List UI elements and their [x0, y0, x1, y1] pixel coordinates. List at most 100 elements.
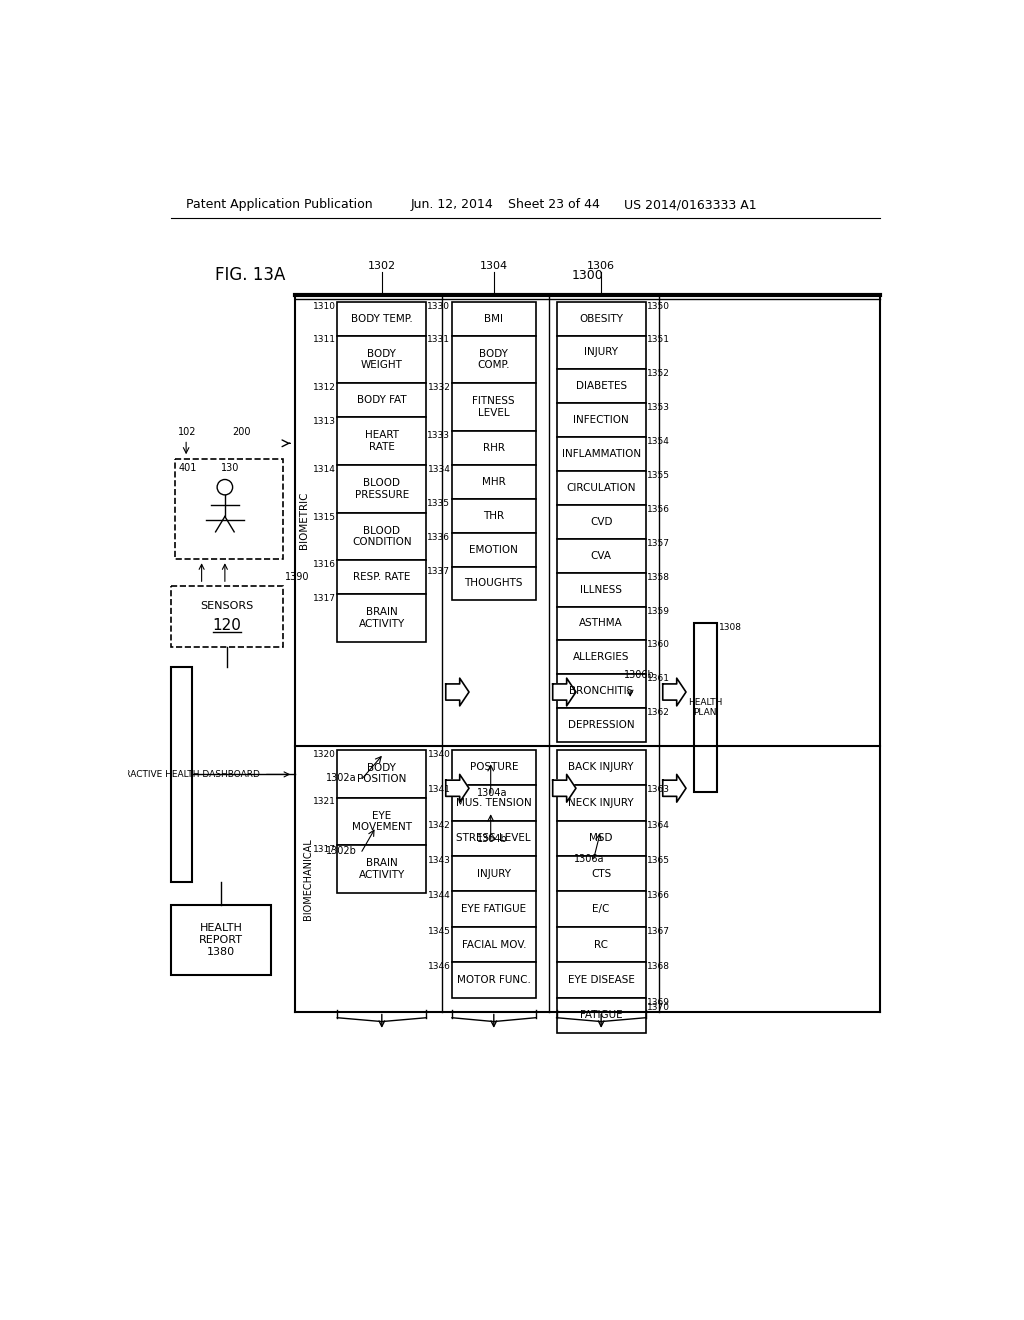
Text: INFECTION: INFECTION	[573, 416, 629, 425]
Text: 1311: 1311	[312, 335, 336, 345]
Text: 401: 401	[178, 462, 197, 473]
Text: 1363: 1363	[647, 785, 671, 795]
Text: 1306: 1306	[587, 261, 615, 271]
Text: 1334: 1334	[428, 465, 451, 474]
Bar	[452, 927, 536, 962]
Polygon shape	[553, 775, 575, 803]
Text: BLOOD
PRESSURE: BLOOD PRESSURE	[354, 478, 409, 499]
Bar	[337, 302, 426, 335]
Text: THOUGHTS: THOUGHTS	[465, 578, 523, 589]
Bar	[337, 560, 426, 594]
Text: 1345: 1345	[428, 927, 451, 936]
Text: 1306b: 1306b	[624, 671, 654, 681]
Text: INJURY: INJURY	[477, 869, 511, 879]
Text: NECK INJURY: NECK INJURY	[568, 797, 634, 808]
Text: 1346: 1346	[428, 962, 451, 972]
Text: EYE
MOVEMENT: EYE MOVEMENT	[352, 810, 412, 832]
Polygon shape	[445, 775, 469, 803]
Text: E/C: E/C	[593, 904, 610, 915]
Text: THR: THR	[483, 511, 505, 520]
Bar	[557, 891, 646, 927]
Bar	[452, 566, 536, 601]
Bar	[557, 539, 646, 573]
Bar	[337, 465, 426, 512]
Polygon shape	[663, 775, 686, 803]
Text: EYE FATIGUE: EYE FATIGUE	[461, 904, 526, 915]
Bar	[557, 506, 646, 539]
Bar	[557, 927, 646, 962]
Text: 1314: 1314	[312, 465, 336, 474]
Bar	[557, 962, 646, 998]
Text: 120: 120	[212, 618, 242, 634]
Bar	[452, 785, 536, 821]
Text: 1355: 1355	[647, 471, 671, 480]
Text: BODY
COMP.: BODY COMP.	[477, 348, 510, 370]
Bar	[557, 573, 646, 607]
Text: 1353: 1353	[647, 404, 671, 412]
Bar	[557, 335, 646, 370]
Text: ASTHMA: ASTHMA	[580, 619, 623, 628]
Text: 1340: 1340	[428, 750, 451, 759]
Polygon shape	[663, 678, 686, 706]
Text: RC: RC	[594, 940, 608, 949]
Bar	[557, 675, 646, 708]
Bar	[452, 302, 536, 335]
Bar	[557, 785, 646, 821]
Text: STRESS LEVEL: STRESS LEVEL	[457, 833, 531, 843]
Text: 1335: 1335	[427, 499, 451, 508]
Text: 1308: 1308	[719, 623, 741, 632]
Bar	[557, 855, 646, 891]
Text: 1332: 1332	[428, 383, 451, 392]
Text: US 2014/0163333 A1: US 2014/0163333 A1	[624, 198, 757, 211]
Text: 130: 130	[221, 462, 240, 473]
Bar	[337, 383, 426, 417]
Text: 1351: 1351	[647, 335, 671, 345]
Text: DEPRESSION: DEPRESSION	[568, 721, 635, 730]
Text: BRAIN
ACTIVITY: BRAIN ACTIVITY	[358, 858, 404, 880]
Text: OBESITY: OBESITY	[580, 314, 624, 323]
Text: 1358: 1358	[647, 573, 671, 582]
Bar	[557, 998, 646, 1034]
Bar	[452, 430, 536, 465]
Text: 1317: 1317	[312, 845, 336, 854]
Bar	[337, 417, 426, 465]
Bar	[337, 845, 426, 892]
Text: 1359: 1359	[647, 607, 671, 615]
Text: 1354: 1354	[647, 437, 670, 446]
Bar	[693, 623, 717, 792]
Text: 1368: 1368	[647, 962, 671, 972]
Text: 1304a: 1304a	[477, 788, 507, 799]
Text: 1343: 1343	[428, 855, 451, 865]
Polygon shape	[445, 678, 469, 706]
Text: BLOOD
CONDITION: BLOOD CONDITION	[352, 525, 412, 548]
Text: 1390: 1390	[286, 572, 310, 582]
Text: FITNESS
LEVEL: FITNESS LEVEL	[472, 396, 515, 418]
Text: 1321: 1321	[312, 797, 336, 807]
Text: 1357: 1357	[647, 539, 671, 548]
Bar	[452, 855, 536, 891]
Text: BACK INJURY: BACK INJURY	[568, 763, 634, 772]
Text: CVA: CVA	[591, 550, 611, 561]
Text: 1337: 1337	[427, 566, 451, 576]
Text: 200: 200	[232, 426, 251, 437]
Text: FACIAL MOV.: FACIAL MOV.	[462, 940, 526, 949]
Text: MUS. TENSION: MUS. TENSION	[456, 797, 531, 808]
Text: BIOMECHANICAL: BIOMECHANICAL	[303, 838, 312, 920]
Bar	[452, 499, 536, 532]
Text: BODY TEMP.: BODY TEMP.	[351, 314, 413, 323]
Bar	[557, 750, 646, 785]
Bar	[557, 607, 646, 640]
Text: CTS: CTS	[591, 869, 611, 879]
Text: 102: 102	[178, 426, 197, 437]
Bar	[337, 335, 426, 383]
Text: INTERACTIVE HEALTH DASHBOARD: INTERACTIVE HEALTH DASHBOARD	[103, 770, 259, 779]
Bar	[557, 821, 646, 857]
Bar	[557, 640, 646, 675]
Text: 1370: 1370	[647, 1003, 671, 1011]
Text: HEART
RATE: HEART RATE	[365, 430, 398, 451]
Text: MOTOR FUNC.: MOTOR FUNC.	[457, 975, 530, 985]
Text: ILLNESS: ILLNESS	[581, 585, 623, 594]
Text: BMI: BMI	[484, 314, 504, 323]
Bar	[557, 302, 646, 335]
Bar	[452, 821, 536, 857]
